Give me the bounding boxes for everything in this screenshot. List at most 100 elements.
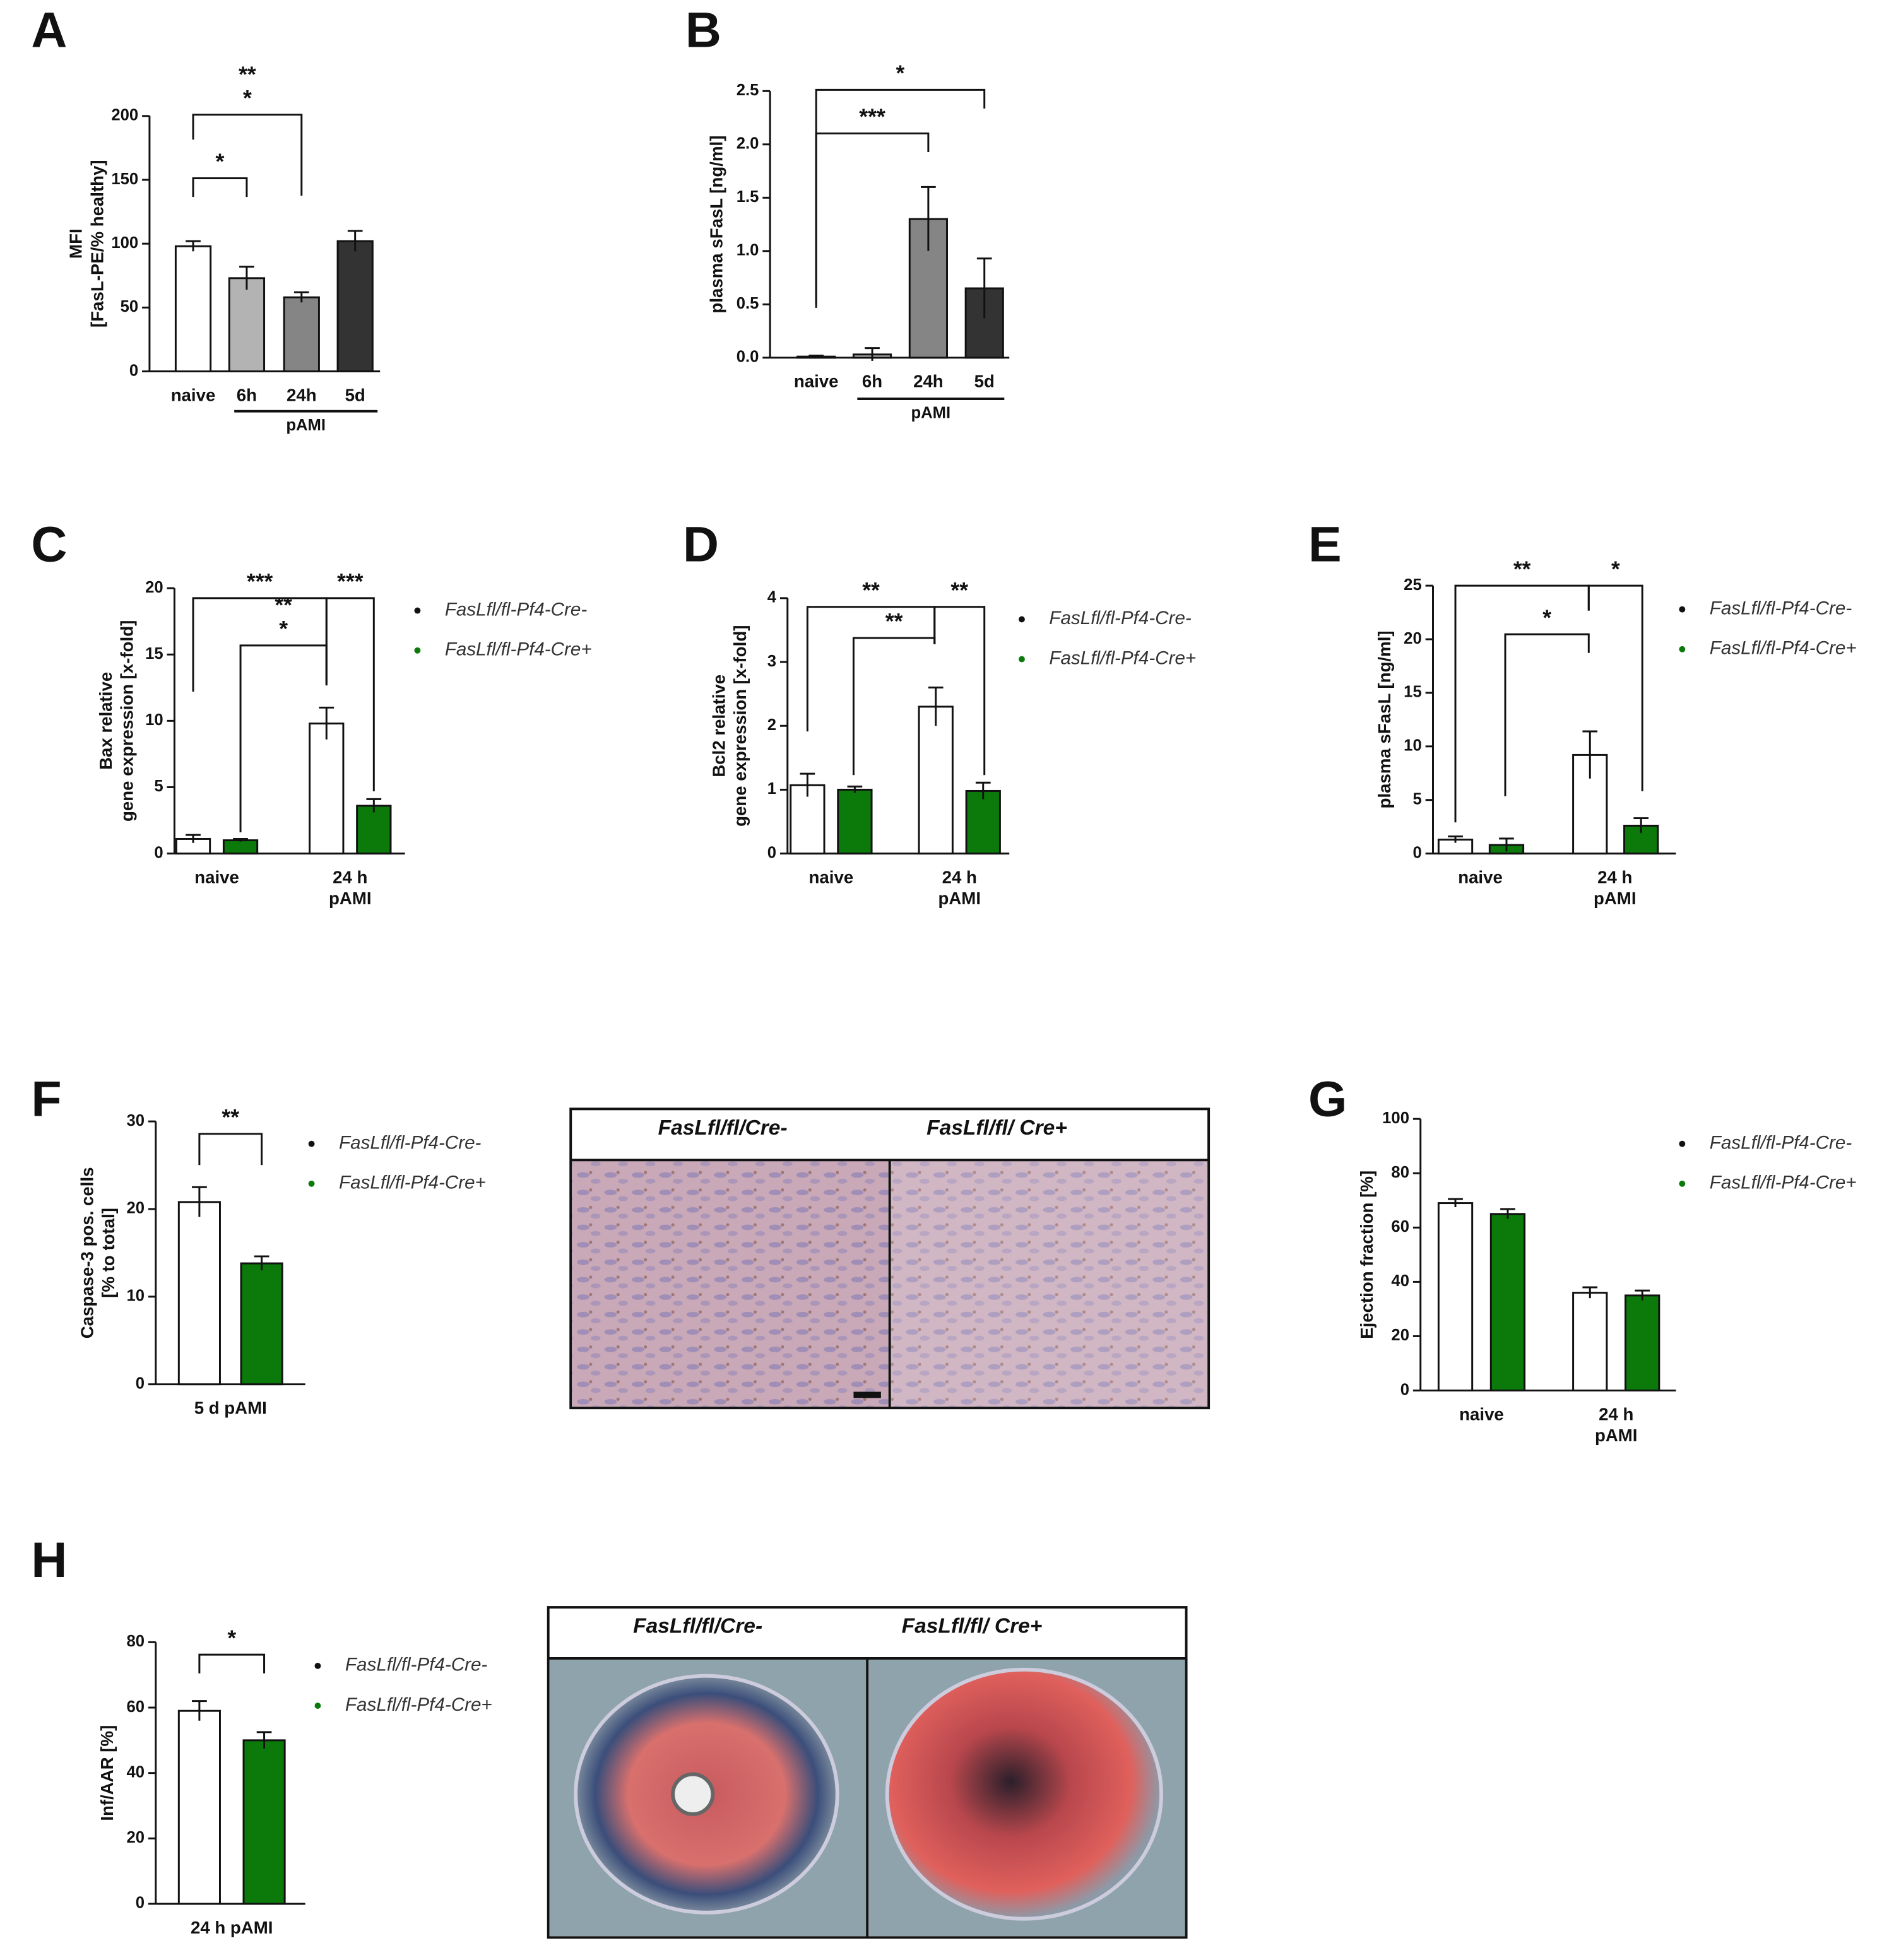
image-label: FasLfl/fl/Cre- — [633, 1615, 762, 1638]
x-tick-label: naive — [171, 385, 216, 404]
legend-label: FasLfl/fl-Pf4-Cre- — [345, 1655, 488, 1675]
significance-label: * — [227, 1626, 236, 1651]
y-tick-label: 150 — [111, 170, 138, 188]
chart-panel: E 0 5 10 15 20 25 plasma sFasL [ng/ml] FasLfl/fl… — [1308, 517, 1857, 908]
y-tick-label: 100 — [111, 234, 138, 252]
significance-bracket — [933, 606, 986, 776]
y-tick-label: 5 — [154, 777, 163, 795]
chart-panel: A 0 50 100 150 200 MFI [FasL-PE/% healthy] naive… — [31, 2, 381, 434]
legend-marker — [1679, 1180, 1686, 1187]
significance-bracket — [198, 1133, 263, 1166]
bar — [1489, 1213, 1526, 1392]
significance-label: * — [243, 86, 252, 111]
error-bar — [808, 354, 824, 358]
x-tick-label: 5d — [345, 385, 365, 404]
y-tick-label: 20 — [126, 1200, 145, 1217]
y-tick-label: 0 — [154, 844, 163, 861]
x-tick-label: 24h — [913, 372, 944, 391]
x-tick-label: naive — [1459, 1404, 1504, 1424]
x-tick-label: 6h — [862, 372, 882, 391]
significance-label: *** — [859, 104, 885, 129]
significance-label: ** — [862, 577, 880, 603]
x-tick-label: pAMI — [938, 888, 981, 908]
y-tick-label: 1.5 — [737, 188, 759, 206]
significance-bracket — [806, 606, 936, 732]
x-tick-label: naive — [1458, 867, 1503, 887]
error-bar — [975, 781, 991, 800]
bar — [177, 1709, 221, 1905]
significance-bracket — [1587, 584, 1643, 791]
significance-label: *** — [247, 569, 273, 594]
significance-label: ** — [1513, 557, 1531, 582]
x-tick-label: 5 d pAMI — [194, 1398, 267, 1417]
y-tick-label: 30 — [126, 1112, 145, 1130]
chart-panel: B 0.0 0.5 1.0 1.5 2.0 2.5 plasma sFasL [ng/ml] n… — [685, 2, 1010, 422]
significance-bracket — [192, 177, 248, 198]
error-bar — [233, 837, 248, 842]
y-tick-label: 10 — [126, 1287, 145, 1305]
bar — [283, 296, 320, 373]
bar — [240, 1262, 283, 1386]
y-tick-label: 0 — [1400, 1381, 1409, 1398]
y-tick-label: 80 — [126, 1632, 145, 1650]
bar — [1625, 1294, 1660, 1392]
y-tick-label: 20 — [126, 1829, 145, 1846]
heart-section-panel: FasLfl/fl/Cre- FasLfl/fl/ Cre+ — [547, 1606, 1188, 1939]
x-tick-label: naive — [794, 372, 839, 391]
legend-marker — [1679, 646, 1686, 652]
chart-panel: D 0 1 2 3 4 Bcl2 relative gene expression [x-fo… — [683, 517, 1196, 908]
y-tick-label: 15 — [1404, 683, 1422, 701]
error-bar — [1633, 817, 1649, 834]
legend-marker — [314, 1662, 321, 1669]
image-label: FasLfl/fl/Cre- — [658, 1116, 788, 1140]
significance-bracket — [192, 114, 303, 196]
x-tick-label: naive — [809, 867, 854, 887]
y-tick-label: 50 — [121, 298, 139, 316]
y-tick-label: 0 — [767, 844, 776, 861]
significance-bracket — [198, 1653, 266, 1674]
error-bar — [1500, 1208, 1515, 1219]
panel-label: H — [31, 1532, 67, 1588]
significance-label: * — [896, 61, 905, 86]
chart-panel: F 0 10 20 30 Caspase-3 pos. cells [% to total]… — [31, 1071, 485, 1417]
bar — [356, 805, 392, 855]
bar — [336, 240, 374, 373]
y-tick-label: 0 — [136, 1374, 145, 1392]
legend-marker — [414, 607, 421, 614]
x-tick-label: 24h — [287, 385, 317, 404]
y-axis-label: MFI — [66, 228, 86, 259]
x-tick-label: 24 h pAMI — [191, 1918, 273, 1937]
x-tick-label: 24 h — [1599, 1404, 1633, 1424]
y-tick-label: 40 — [126, 1763, 145, 1781]
y-tick-label: 0 — [136, 1894, 145, 1912]
legend-label: FasLfl/fl-Pf4-Cre+ — [1710, 1172, 1857, 1193]
y-axis-label: gene expression [x-fold] — [117, 620, 137, 822]
y-tick-label: 5 — [1412, 790, 1421, 808]
x-tick-label: pAMI — [329, 888, 372, 908]
legend-label: FasLfl/fl-Pf4-Cre- — [1049, 608, 1192, 629]
y-axis-label: [% to total] — [98, 1208, 118, 1298]
bar — [174, 245, 212, 373]
x-tick-label: naive — [194, 867, 239, 887]
y-axis-label: Inf/AAR [%] — [97, 1725, 117, 1821]
y-tick-label: 1 — [767, 780, 776, 798]
x-tick-label: 24 h — [1597, 867, 1632, 887]
bar — [908, 218, 948, 359]
error-bar — [800, 772, 815, 797]
legend-marker — [414, 647, 421, 654]
legend-marker — [314, 1703, 321, 1709]
significance-label: ** — [239, 62, 256, 87]
error-bar — [186, 834, 201, 843]
micrograph-panel: FasLfl/fl/Cre- FasLfl/fl/ Cre+ — [569, 1107, 1210, 1410]
panel-label: G — [1308, 1071, 1347, 1126]
panel-label: A — [31, 2, 67, 57]
y-tick-label: 40 — [1391, 1272, 1409, 1290]
y-tick-label: 25 — [1404, 576, 1422, 594]
legend-label: FasLfl/fl-Pf4-Cre+ — [1710, 638, 1857, 659]
legend-marker — [1679, 1140, 1686, 1147]
bar — [1437, 1202, 1474, 1392]
legend-marker — [308, 1140, 315, 1147]
bar — [1572, 1292, 1608, 1392]
y-axis-label: plasma sFasL [ng/ml] — [707, 136, 726, 314]
